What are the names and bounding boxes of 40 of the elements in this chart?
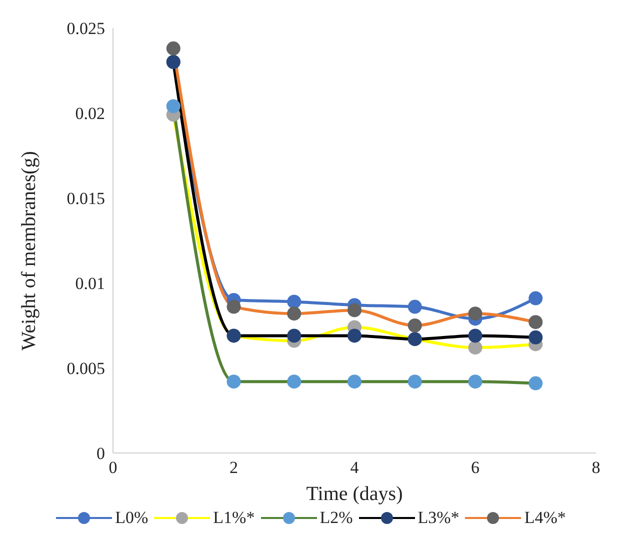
legend-label: L3%* — [418, 508, 460, 528]
point — [468, 374, 482, 389]
point — [528, 376, 543, 390]
x-tick-label: 8 — [592, 458, 600, 478]
point — [408, 300, 422, 314]
y-tick-label: 0.02 — [75, 104, 105, 124]
x-tick-label: 6 — [471, 458, 480, 478]
point — [408, 318, 422, 332]
point — [166, 99, 180, 114]
point — [468, 328, 482, 343]
x-tick-label: 4 — [350, 458, 360, 478]
point — [468, 340, 482, 355]
y-tick-label: 0.01 — [75, 274, 105, 294]
point — [348, 374, 362, 389]
point — [348, 328, 362, 343]
point — [226, 300, 241, 314]
legend-label: L2% — [320, 508, 353, 528]
x-tick-label: 2 — [230, 458, 238, 478]
point — [528, 315, 543, 330]
point — [528, 330, 543, 344]
point — [528, 291, 543, 306]
point — [468, 306, 482, 321]
y-axis-title: Weight of membranes(g) — [18, 151, 40, 350]
legend-label: L0% — [115, 508, 148, 528]
y-tick-label: 0.015 — [66, 189, 105, 208]
y-tick-label: 0.025 — [66, 19, 105, 38]
point — [287, 374, 302, 389]
point — [348, 303, 362, 318]
y-tick-label: 0 — [96, 444, 105, 464]
point — [408, 374, 422, 389]
x-axis-title: Time (days) — [306, 483, 403, 505]
legend-label: L1%* — [213, 508, 255, 528]
x-tick-label: 0 — [108, 458, 118, 478]
y-tick-label: 0.005 — [66, 359, 105, 378]
point — [226, 374, 241, 389]
point — [287, 306, 302, 321]
legend-label: L4%* — [524, 508, 566, 528]
point — [287, 328, 302, 343]
point — [287, 294, 302, 309]
point — [166, 41, 180, 56]
